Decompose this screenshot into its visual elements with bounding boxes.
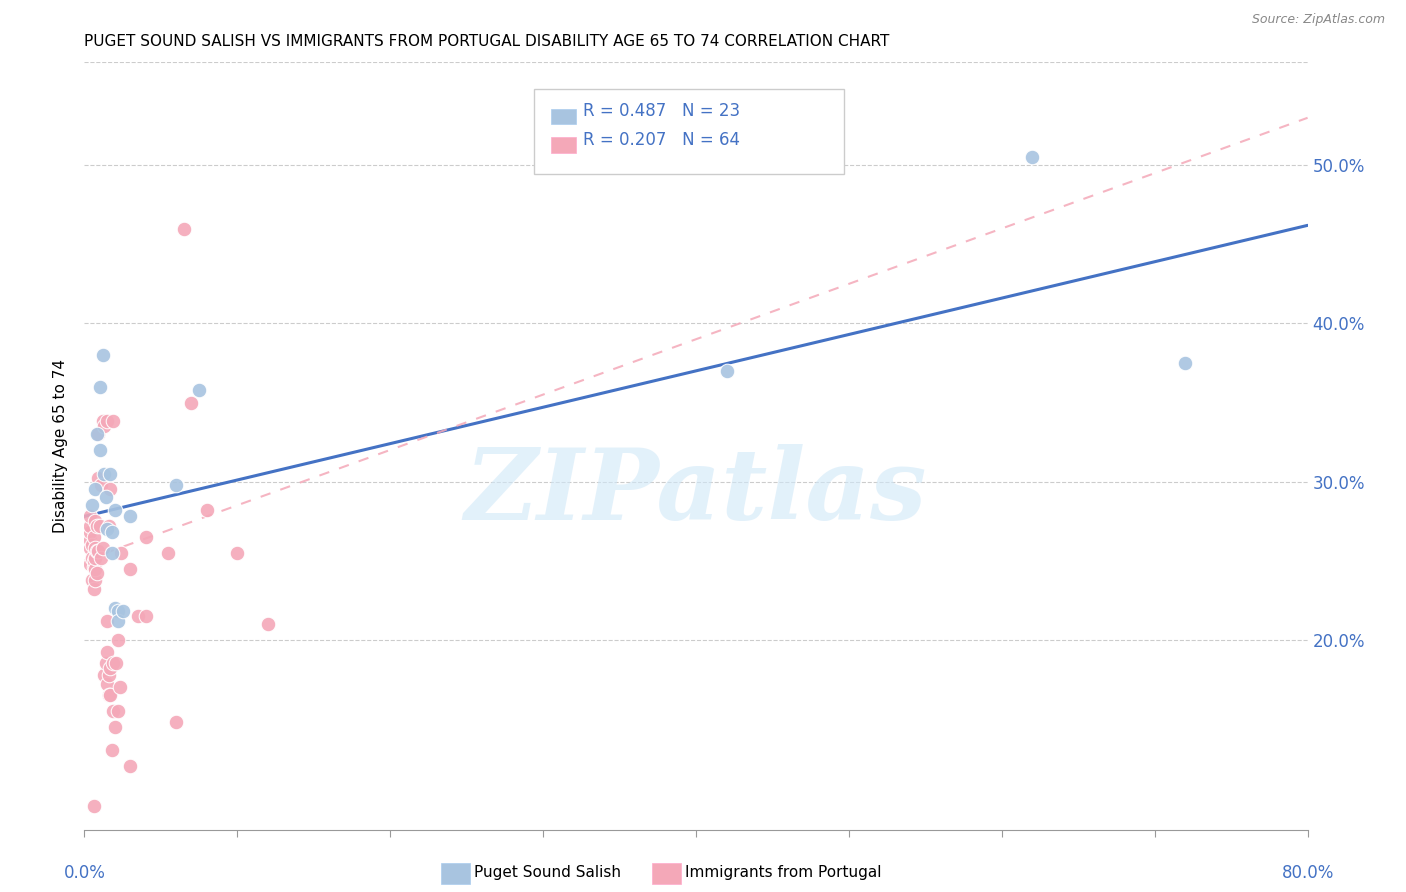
Point bbox=[110, 546, 132, 560]
Point bbox=[257, 616, 280, 631]
Point bbox=[101, 743, 124, 757]
Text: Puget Sound Salish: Puget Sound Salish bbox=[474, 865, 621, 880]
Text: ZIPatlas: ZIPatlas bbox=[465, 444, 927, 541]
Point bbox=[87, 427, 110, 442]
Point bbox=[97, 688, 120, 702]
Point bbox=[83, 554, 105, 568]
Point bbox=[86, 566, 108, 581]
Y-axis label: Disability Age 65 to 74: Disability Age 65 to 74 bbox=[53, 359, 69, 533]
Point bbox=[165, 477, 187, 491]
Point bbox=[79, 519, 101, 533]
Point bbox=[96, 645, 118, 659]
Point bbox=[80, 550, 103, 565]
Point bbox=[80, 573, 103, 587]
Point bbox=[84, 514, 107, 528]
Point bbox=[83, 530, 105, 544]
Point bbox=[135, 530, 157, 544]
Point bbox=[173, 221, 195, 235]
Point bbox=[98, 688, 121, 702]
Point bbox=[96, 415, 118, 429]
Point bbox=[90, 477, 112, 491]
Point bbox=[103, 415, 125, 429]
Point bbox=[86, 427, 108, 442]
Point bbox=[84, 483, 107, 497]
Point bbox=[165, 714, 187, 729]
Point bbox=[105, 657, 128, 671]
Text: Immigrants from Portugal: Immigrants from Portugal bbox=[685, 865, 882, 880]
Text: Source: ZipAtlas.com: Source: ZipAtlas.com bbox=[1251, 13, 1385, 27]
Point bbox=[111, 604, 134, 618]
Point bbox=[108, 680, 131, 694]
Point bbox=[120, 509, 142, 524]
Point bbox=[135, 609, 157, 624]
Point bbox=[84, 550, 107, 565]
Point bbox=[79, 557, 101, 571]
Point bbox=[80, 498, 103, 512]
Point bbox=[93, 419, 115, 434]
Point bbox=[90, 550, 112, 565]
Point bbox=[127, 609, 149, 624]
Point bbox=[107, 604, 129, 618]
Point bbox=[98, 467, 121, 481]
Point bbox=[120, 561, 142, 575]
Point bbox=[1174, 356, 1197, 370]
Point bbox=[195, 503, 218, 517]
Point bbox=[97, 667, 120, 681]
Point bbox=[79, 509, 101, 524]
Point bbox=[98, 483, 121, 497]
Point bbox=[96, 614, 118, 628]
Point bbox=[89, 442, 111, 457]
Point bbox=[120, 759, 142, 773]
Point bbox=[89, 519, 111, 533]
Point bbox=[93, 667, 115, 681]
Text: PUGET SOUND SALISH VS IMMIGRANTS FROM PORTUGAL DISABILITY AGE 65 TO 74 CORRELATI: PUGET SOUND SALISH VS IMMIGRANTS FROM PO… bbox=[84, 34, 890, 49]
Point bbox=[91, 348, 114, 362]
Point bbox=[107, 632, 129, 647]
Point bbox=[104, 503, 127, 517]
Point bbox=[107, 614, 129, 628]
Point bbox=[188, 383, 211, 397]
Point bbox=[79, 533, 101, 548]
Point bbox=[104, 601, 127, 615]
Point bbox=[96, 677, 118, 691]
Point bbox=[87, 544, 110, 558]
Point bbox=[86, 519, 108, 533]
Point bbox=[180, 395, 202, 409]
Point bbox=[94, 657, 117, 671]
Point bbox=[83, 582, 105, 596]
Point bbox=[93, 467, 115, 481]
Text: R = 0.207   N = 64: R = 0.207 N = 64 bbox=[583, 131, 741, 149]
Point bbox=[94, 491, 117, 505]
Point bbox=[87, 471, 110, 485]
Point bbox=[101, 525, 124, 540]
Point bbox=[103, 704, 125, 718]
Point bbox=[98, 661, 121, 675]
Point bbox=[84, 573, 107, 587]
Point bbox=[101, 546, 124, 560]
Point bbox=[79, 541, 101, 555]
Point bbox=[84, 561, 107, 575]
Text: 80.0%: 80.0% bbox=[1281, 864, 1334, 882]
Point bbox=[107, 704, 129, 718]
Point bbox=[91, 415, 114, 429]
Point bbox=[97, 519, 120, 533]
Point bbox=[80, 538, 103, 552]
Point bbox=[89, 380, 111, 394]
Point bbox=[91, 541, 114, 555]
Text: 0.0%: 0.0% bbox=[63, 864, 105, 882]
Point bbox=[226, 546, 249, 560]
Point bbox=[83, 798, 105, 813]
Point bbox=[1021, 150, 1043, 164]
Point bbox=[96, 522, 118, 536]
Point bbox=[103, 657, 125, 671]
Point bbox=[716, 364, 738, 378]
Text: R = 0.487   N = 23: R = 0.487 N = 23 bbox=[583, 103, 741, 120]
Point bbox=[84, 541, 107, 555]
Point bbox=[104, 720, 127, 734]
Point bbox=[86, 544, 108, 558]
Point bbox=[79, 525, 101, 540]
Point bbox=[157, 546, 180, 560]
Point bbox=[83, 560, 105, 574]
